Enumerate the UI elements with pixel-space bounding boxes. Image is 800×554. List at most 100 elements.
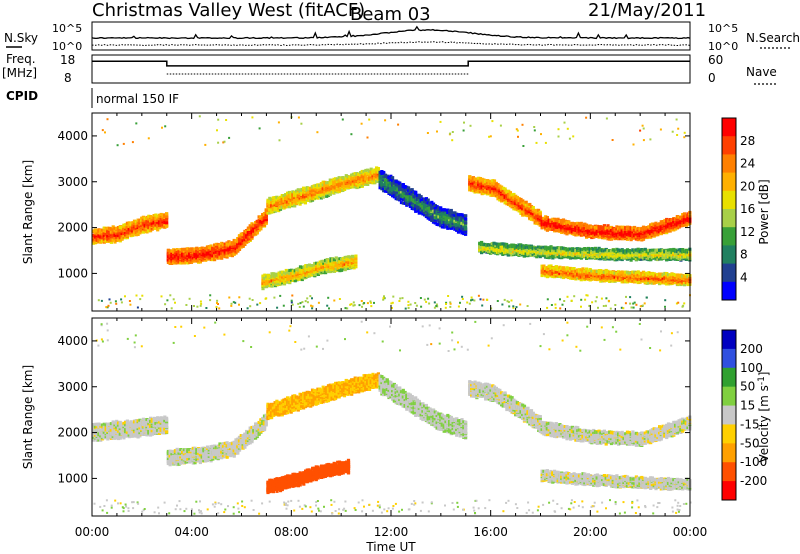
heatmap-cell xyxy=(191,251,195,255)
heatmap-cell xyxy=(179,253,183,257)
heatmap-cell xyxy=(287,200,291,204)
heatmap-cell xyxy=(270,210,274,214)
heatmap-cell xyxy=(213,258,217,262)
heatmap-cell xyxy=(100,228,105,232)
heatmap-cell xyxy=(341,182,345,186)
heatmap-cell xyxy=(321,190,325,194)
heatmap-cell xyxy=(330,186,334,190)
heatmap-cell xyxy=(255,227,259,231)
heatmap-cell xyxy=(166,261,170,264)
noise-right-label: N.Search xyxy=(746,31,800,45)
heatmap-cell xyxy=(229,253,233,257)
heatmap-cell xyxy=(293,200,297,204)
heatmap-cell xyxy=(237,236,242,240)
heatmap-cell xyxy=(184,260,188,264)
heatmap-cell xyxy=(172,256,176,260)
heatmap-cell xyxy=(220,241,224,245)
heatmap-cell xyxy=(106,234,110,238)
heatmap-cell xyxy=(237,234,242,238)
heatmap-cell xyxy=(140,218,144,222)
heatmap-cell xyxy=(287,205,291,209)
heatmap-cell xyxy=(230,242,234,246)
heatmap-cell xyxy=(166,251,170,255)
heatmap-cell xyxy=(330,190,334,194)
heatmap-cell xyxy=(266,206,270,209)
heatmap-cell xyxy=(213,251,217,255)
heatmap-cell xyxy=(310,189,315,193)
heatmap-cell xyxy=(125,226,129,230)
heatmap-cell xyxy=(357,173,361,176)
heatmap-cell xyxy=(291,199,295,203)
heatmap-cell xyxy=(95,236,99,239)
heatmap-cell xyxy=(236,240,240,244)
heatmap-cell xyxy=(111,229,115,233)
heatmap-cell xyxy=(122,234,126,237)
heatmap-cell xyxy=(209,250,213,254)
heatmap-cell xyxy=(307,196,311,200)
heatmap-cell xyxy=(218,250,222,254)
heatmap-cell xyxy=(264,213,268,217)
heatmap-cell xyxy=(310,185,315,189)
heatmap-cell xyxy=(129,233,133,237)
heatmap-cell xyxy=(202,252,206,256)
heatmap-cell xyxy=(298,189,302,193)
heatmap-cell xyxy=(312,193,316,196)
heatmap-cell xyxy=(353,184,357,188)
heatmap-cell xyxy=(232,244,236,248)
heatmap-cell xyxy=(150,221,154,225)
heatmap-cell xyxy=(207,246,211,250)
heatmap-cell xyxy=(229,250,233,254)
heatmap-cell xyxy=(115,235,119,239)
heatmap-cell xyxy=(200,251,204,255)
heatmap-cell xyxy=(165,212,169,216)
heatmap-cell xyxy=(355,180,359,183)
heatmap-cell xyxy=(200,246,204,250)
heatmap-cell xyxy=(328,187,332,191)
heatmap-cell xyxy=(346,177,350,181)
heatmap-cell xyxy=(225,253,229,257)
heatmap-cell xyxy=(165,217,169,221)
heatmap-cell xyxy=(271,196,275,200)
nave-tick-top: 60 xyxy=(708,53,723,67)
heatmap-cell xyxy=(298,196,302,200)
heatmap-cell xyxy=(221,254,226,258)
heatmap-cell xyxy=(335,183,339,186)
heatmap-cell xyxy=(346,181,350,185)
heatmap-cell xyxy=(341,176,345,180)
heatmap-cell xyxy=(243,229,247,233)
heatmap-cell xyxy=(250,233,254,236)
heatmap-cell xyxy=(257,219,261,223)
heatmap-cell xyxy=(289,201,293,205)
heatmap-cell xyxy=(284,193,288,197)
heatmap-cell xyxy=(229,245,233,249)
heatmap-cell xyxy=(303,195,307,199)
heatmap-cell xyxy=(334,177,338,181)
heatmap-cell xyxy=(325,188,329,191)
heatmap-cell xyxy=(99,237,103,241)
heatmap-cell xyxy=(220,250,224,254)
heatmap-cell xyxy=(271,210,275,214)
heatmap-cell xyxy=(118,236,122,240)
heatmap-cell xyxy=(239,242,243,246)
heatmap-cell xyxy=(111,234,115,238)
heatmap-cell xyxy=(120,232,124,236)
heatmap-cell xyxy=(143,224,147,228)
heatmap-cell xyxy=(232,241,236,245)
heatmap-cell xyxy=(321,180,325,184)
heatmap-cell xyxy=(216,256,220,260)
heatmap-cell xyxy=(268,211,272,215)
heatmap-cell xyxy=(115,233,119,237)
heatmap-cell xyxy=(221,243,226,247)
heatmap-cell xyxy=(124,230,128,234)
heatmap-cell xyxy=(360,179,364,183)
heatmap-cell xyxy=(93,240,97,244)
heatmap-cell xyxy=(172,248,176,252)
heatmap-cell xyxy=(168,251,172,255)
heatmap-cell xyxy=(104,236,108,240)
heatmap-cell xyxy=(211,254,215,258)
heatmap-cell xyxy=(204,246,208,250)
heatmap-cell xyxy=(109,235,113,239)
noise-right-tick-bottom: 10^0 xyxy=(708,40,738,53)
heatmap-cell xyxy=(334,186,338,190)
heatmap-cell xyxy=(202,255,206,259)
